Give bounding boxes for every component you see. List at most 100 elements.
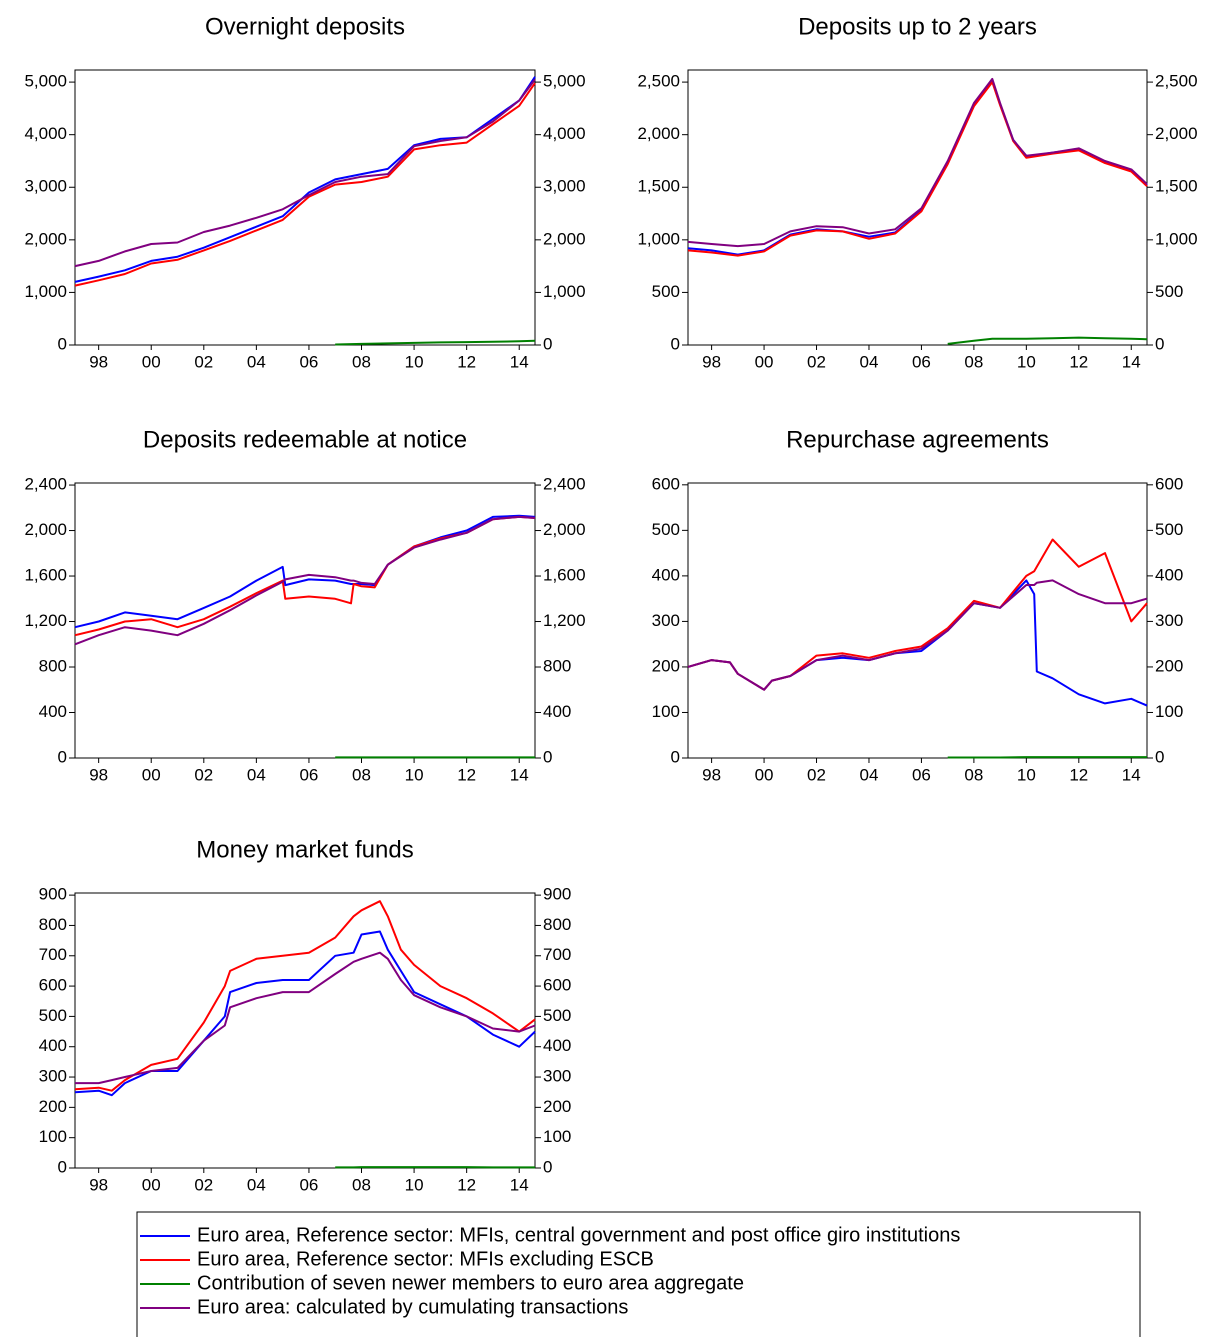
legend-label: Euro area: calculated by cumulating tran… <box>197 1296 628 1318</box>
series-line <box>335 339 536 346</box>
x-tick-label: 06 <box>299 1175 318 1194</box>
y2-tick-label: 500 <box>1155 282 1183 301</box>
x-tick-label: 04 <box>247 1175 266 1194</box>
y-tick-label: 500 <box>39 1006 67 1025</box>
series-line <box>74 930 536 1097</box>
y2-tick-label: 700 <box>543 945 571 964</box>
series-line <box>74 900 536 1092</box>
y-tick-label: 100 <box>652 702 680 721</box>
y-tick-label: 400 <box>39 702 67 721</box>
y2-tick-label: 3,000 <box>543 177 586 196</box>
y2-tick-label: 800 <box>543 915 571 934</box>
y-tick-label: 5,000 <box>24 72 67 91</box>
y2-tick-label: 2,500 <box>1155 72 1198 91</box>
x-tick-label: 14 <box>510 765 529 784</box>
x-tick-label: 12 <box>457 765 476 784</box>
y2-tick-label: 1,200 <box>543 611 586 630</box>
y-tick-label: 2,000 <box>637 124 680 143</box>
y2-tick-label: 600 <box>543 976 571 995</box>
y2-tick-label: 2,000 <box>1155 124 1198 143</box>
series-line <box>74 78 536 268</box>
series-line <box>947 336 1148 345</box>
y2-tick-label: 500 <box>1155 520 1183 539</box>
y-tick-label: 2,000 <box>24 520 67 539</box>
chart-title: Overnight deposits <box>205 13 405 40</box>
y-tick-label: 600 <box>39 976 67 995</box>
y2-tick-label: 4,000 <box>543 124 586 143</box>
y-tick-label: 2,000 <box>24 229 67 248</box>
y2-tick-label: 2,000 <box>543 520 586 539</box>
series-line <box>74 515 536 646</box>
x-tick-label: 04 <box>860 765 879 784</box>
plot-frame <box>687 69 1148 346</box>
x-tick-label: 12 <box>1069 765 1088 784</box>
x-tick-label: 98 <box>702 352 721 371</box>
y-tick-label: 1,000 <box>24 282 67 301</box>
y-tick-label: 400 <box>39 1036 67 1055</box>
x-tick-label: 10 <box>1017 765 1036 784</box>
y-tick-label: 0 <box>58 1157 67 1176</box>
y-tick-label: 0 <box>58 747 67 766</box>
series-line <box>687 77 1148 248</box>
y-tick-label: 500 <box>652 282 680 301</box>
x-tick-label: 04 <box>247 765 266 784</box>
y2-tick-label: 0 <box>1155 747 1164 766</box>
x-tick-label: 14 <box>510 352 529 371</box>
x-tick-label: 08 <box>964 765 983 784</box>
x-tick-label: 04 <box>860 352 879 371</box>
y-tick-label: 900 <box>39 885 67 904</box>
y-tick-label: 1,500 <box>637 177 680 196</box>
y2-tick-label: 300 <box>543 1067 571 1086</box>
chart-title: Money market funds <box>196 836 413 863</box>
chart-title: Deposits redeemable at notice <box>143 426 467 453</box>
y-tick-label: 1,000 <box>637 229 680 248</box>
x-tick-label: 02 <box>807 352 826 371</box>
y-tick-label: 200 <box>39 1097 67 1116</box>
y-tick-label: 700 <box>39 945 67 964</box>
x-tick-label: 12 <box>1069 352 1088 371</box>
x-tick-label: 00 <box>142 1175 161 1194</box>
y2-tick-label: 400 <box>1155 565 1183 584</box>
x-tick-label: 98 <box>702 765 721 784</box>
y-tick-label: 0 <box>671 334 680 353</box>
series-line <box>75 951 536 1085</box>
y2-tick-label: 2,400 <box>543 475 586 494</box>
y-tick-label: 200 <box>652 656 680 675</box>
x-tick-label: 06 <box>299 765 318 784</box>
x-tick-label: 10 <box>405 1175 424 1194</box>
x-tick-label: 02 <box>194 1175 213 1194</box>
x-tick-label: 08 <box>964 352 983 371</box>
y-tick-label: 800 <box>39 657 67 676</box>
x-tick-label: 00 <box>142 765 161 784</box>
y2-tick-label: 0 <box>543 747 552 766</box>
legend-box <box>136 1211 1141 1337</box>
y2-tick-label: 500 <box>543 1006 571 1025</box>
y2-tick-label: 5,000 <box>543 72 586 91</box>
series-line <box>74 82 536 287</box>
plot-frame <box>74 892 536 1169</box>
x-tick-label: 12 <box>457 1175 476 1194</box>
y2-tick-label: 400 <box>543 1036 571 1055</box>
x-tick-label: 00 <box>755 765 774 784</box>
y2-tick-label: 0 <box>543 334 552 353</box>
y-tick-label: 4,000 <box>24 124 67 143</box>
y2-tick-label: 2,000 <box>543 229 586 248</box>
y2-tick-label: 200 <box>543 1097 571 1116</box>
x-tick-label: 14 <box>1122 765 1141 784</box>
x-tick-label: 14 <box>1122 352 1141 371</box>
series-line <box>687 579 1148 707</box>
y-tick-label: 600 <box>652 474 680 493</box>
series-line <box>687 538 1148 691</box>
x-tick-label: 08 <box>352 1175 371 1194</box>
chart-title: Deposits up to 2 years <box>798 13 1037 40</box>
y2-tick-label: 1,600 <box>543 566 586 585</box>
x-tick-label: 10 <box>405 352 424 371</box>
series-line <box>687 80 1148 256</box>
y2-tick-label: 900 <box>543 885 571 904</box>
x-tick-label: 12 <box>457 352 476 371</box>
x-tick-label: 14 <box>510 1175 529 1194</box>
y-tick-label: 1,200 <box>24 611 67 630</box>
x-tick-label: 98 <box>89 352 108 371</box>
y2-tick-label: 800 <box>543 657 571 676</box>
